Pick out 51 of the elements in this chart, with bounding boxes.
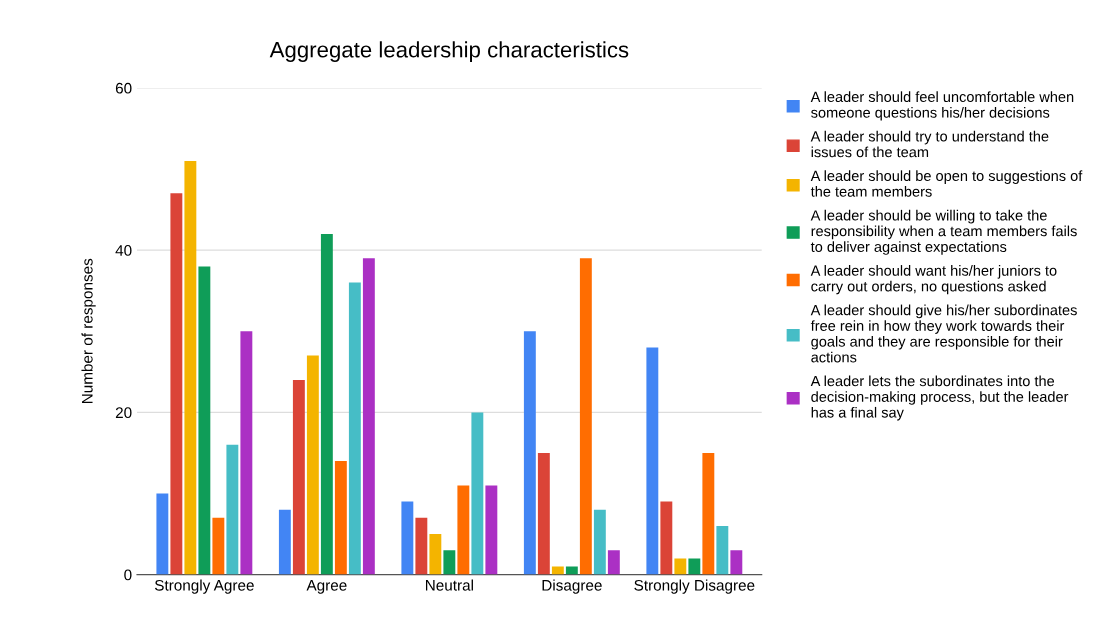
bar bbox=[320, 233, 333, 575]
bar bbox=[348, 282, 361, 575]
y-tick-label: 20 bbox=[115, 407, 132, 419]
bar bbox=[306, 355, 319, 575]
bar bbox=[198, 266, 211, 575]
bar bbox=[607, 550, 620, 575]
bar bbox=[429, 534, 442, 575]
legend-label: A leader should feel uncomfortable when someone questions his/her decisions bbox=[810, 91, 1074, 121]
bar bbox=[292, 379, 305, 575]
bar bbox=[646, 347, 659, 575]
bar bbox=[660, 501, 673, 575]
x-tick-label: Strongly Disagree bbox=[634, 579, 755, 594]
legend-label: A leader should want his/her juniors to carry out orders, no questions asked bbox=[810, 265, 1057, 295]
y-tick-label: 60 bbox=[115, 82, 132, 94]
bar bbox=[537, 452, 550, 575]
x-tick-label: Strongly Agree bbox=[154, 579, 254, 594]
bar bbox=[415, 517, 428, 575]
bar bbox=[184, 160, 197, 575]
bar bbox=[523, 331, 536, 575]
chart-title: Aggregate leadership characteristics bbox=[269, 41, 629, 62]
bar bbox=[156, 493, 169, 575]
bar bbox=[443, 550, 456, 575]
bar bbox=[674, 558, 687, 575]
bar bbox=[401, 501, 414, 575]
x-tick-label: Neutral bbox=[425, 579, 473, 591]
bar bbox=[240, 331, 253, 575]
bar bbox=[593, 509, 606, 575]
y-tick-label: 40 bbox=[115, 245, 132, 256]
bar bbox=[212, 517, 225, 575]
bar bbox=[334, 461, 347, 575]
bar bbox=[170, 193, 183, 575]
bar bbox=[485, 485, 498, 575]
legend-label: A leader should be willing to take the responsibility when a team members fails to deliver against expectations bbox=[810, 209, 1077, 255]
x-tick-label: Disagree bbox=[542, 579, 602, 594]
bar bbox=[278, 509, 291, 575]
bar bbox=[702, 452, 715, 575]
bar bbox=[471, 412, 484, 575]
bar bbox=[716, 525, 729, 575]
y-axis-title: Number of responses bbox=[81, 258, 96, 404]
x-tick-label: Agree bbox=[306, 580, 347, 594]
bar bbox=[688, 558, 701, 575]
y-tick-label: 0 bbox=[124, 569, 132, 581]
bar bbox=[579, 258, 592, 575]
bar bbox=[730, 550, 743, 575]
bar bbox=[457, 485, 470, 575]
legend-label: A leader should be open to suggestions of the team members bbox=[810, 170, 1083, 197]
bar bbox=[226, 444, 239, 575]
legend-label: A leader lets the subordinates into the decision-making process, but the leader has a final say bbox=[810, 375, 1069, 421]
legend-label: A leader should try to understand the issues of the team bbox=[810, 130, 1049, 158]
bar bbox=[362, 258, 375, 575]
legend-label: A leader should give his/her subordinates free rein in how they work towards their goals and they are responsible for their actions bbox=[810, 304, 1077, 363]
